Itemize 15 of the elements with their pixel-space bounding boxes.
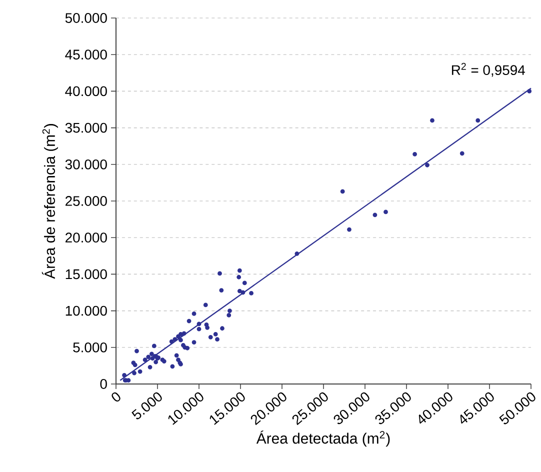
annotation: R$^{2}$ = 0,9594 bbox=[452, 62, 525, 77]
y-tick-label: 40.000 bbox=[65, 86, 107, 96]
y-tick-label: 0 bbox=[100, 379, 107, 389]
y-tick-label: 20.000 bbox=[66, 232, 107, 243]
y-tick-label: 15.000 bbox=[66, 269, 107, 280]
x-axis-title: Área detectada (m$^{2}$) bbox=[256, 430, 390, 447]
y-tick-label: 50.000 bbox=[65, 13, 107, 23]
y-tick-label: 30.000 bbox=[65, 159, 107, 170]
y-tick-label: 45.000 bbox=[65, 50, 107, 60]
y-tick-label: 25.000 bbox=[66, 196, 107, 206]
y-tick-label: 35.000 bbox=[65, 122, 107, 133]
y-tick-label: 5.000 bbox=[73, 342, 107, 352]
x-tick-label: 0 bbox=[112, 392, 120, 402]
y-tick-label: 10.000 bbox=[66, 306, 107, 316]
y-axis-title: Área de referencia (m$^{2}$) bbox=[42, 124, 58, 279]
